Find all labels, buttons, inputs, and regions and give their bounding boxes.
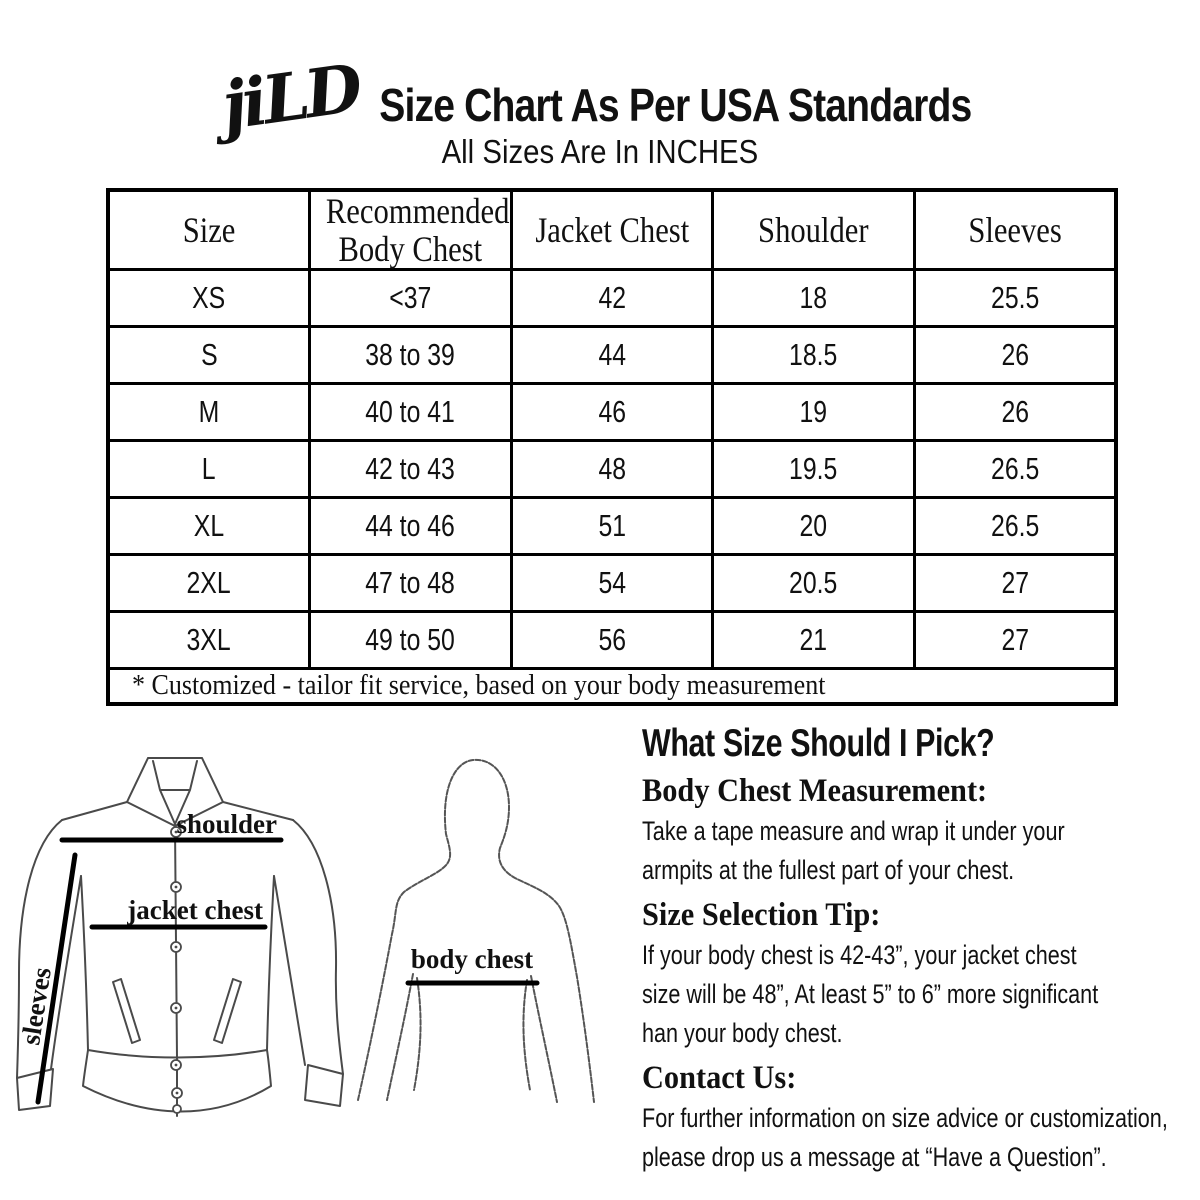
column-header-body-chest: Recommended Body Chest (308, 188, 513, 271)
jacket-collar (126, 757, 224, 827)
column-header-shoulder: Shoulder (711, 188, 916, 271)
shoulder-label: shoulder (176, 809, 277, 839)
guide-text-line: For further information on size advice o… (642, 1103, 1168, 1133)
guide-text-line: Take a tape measure and wrap it under yo… (642, 816, 1065, 846)
page-title: Size Chart As Per USA Standards (150, 78, 1200, 132)
column-header-jacket-chest: Jacket Chest (509, 188, 715, 271)
size-guide: What Size Should I Pick? Body Chest Meas… (642, 722, 1198, 1177)
table-row: XL 44 to 46 51 20 26.5 (106, 496, 1118, 556)
guide-heading: What Size Should I Pick? (642, 722, 995, 765)
jacket-right-pocket (213, 978, 242, 1044)
jacket-left-sleeve (16, 819, 63, 1079)
page-title-text: Size Chart As Per USA Standards (378, 79, 972, 131)
table-row: S 38 to 39 44 18.5 26 (106, 325, 1118, 385)
table-footnote-row: * Customized - tailor fit service, based… (106, 667, 1118, 706)
table-footnote: * Customized - tailor fit service, based… (132, 670, 826, 701)
sleeves-measure-line (35, 852, 78, 1105)
page-subtitle: All Sizes Are In INCHES (0, 133, 1200, 171)
page-subtitle-text: All Sizes Are In INCHES (441, 133, 759, 170)
jacket-left-cuff (16, 1068, 54, 1111)
body-outline (357, 758, 595, 1103)
column-header-sleeves: Sleeves (912, 188, 1118, 271)
table-row: 3XL 49 to 50 56 21 27 (106, 610, 1118, 670)
jacket-chest-label: jacket chest (126, 895, 263, 925)
guide-text-line: If your body chest is 42-43”, your jacke… (642, 940, 1077, 970)
jacket-right-sleeve (292, 819, 344, 1075)
guide-text-line: armpits at the fullest part of your ches… (642, 855, 1015, 885)
body-diagram: body chest (357, 758, 595, 1103)
column-header-size: Size (106, 188, 312, 271)
jacket-diagram: shoulder jacket chest sleeves (15, 757, 344, 1117)
table-header-row: Size Recommended Body Chest Jacket Chest… (106, 188, 1118, 271)
body-chest-label: body chest (411, 944, 533, 974)
sleeves-label: sleeves (15, 965, 57, 1047)
size-table: Size Recommended Body Chest Jacket Chest… (106, 188, 1118, 706)
guide-section-title-contact-us: Contact Us: (642, 1060, 797, 1096)
guide-section-title-selection-tip: Size Selection Tip: (642, 897, 881, 933)
table-row: L 42 to 43 48 19.5 26.5 (106, 439, 1118, 499)
table-row: 2XL 47 to 48 54 20.5 27 (106, 553, 1118, 613)
jacket-right-cuff (304, 1064, 344, 1107)
guide-text-line: size will be 48”, At least 5” to 6” more… (642, 979, 1099, 1009)
guide-text-line: please drop us a message at “Have a Ques… (642, 1142, 1107, 1172)
guide-text-line: han your body chest. (642, 1018, 843, 1048)
guide-section-title-body-chest: Body Chest Measurement: (642, 773, 988, 809)
jacket-left-pocket (112, 978, 141, 1044)
table-row: M 40 to 41 46 19 26 (106, 382, 1118, 442)
table-row: XS <37 42 18 25.5 (106, 268, 1118, 328)
